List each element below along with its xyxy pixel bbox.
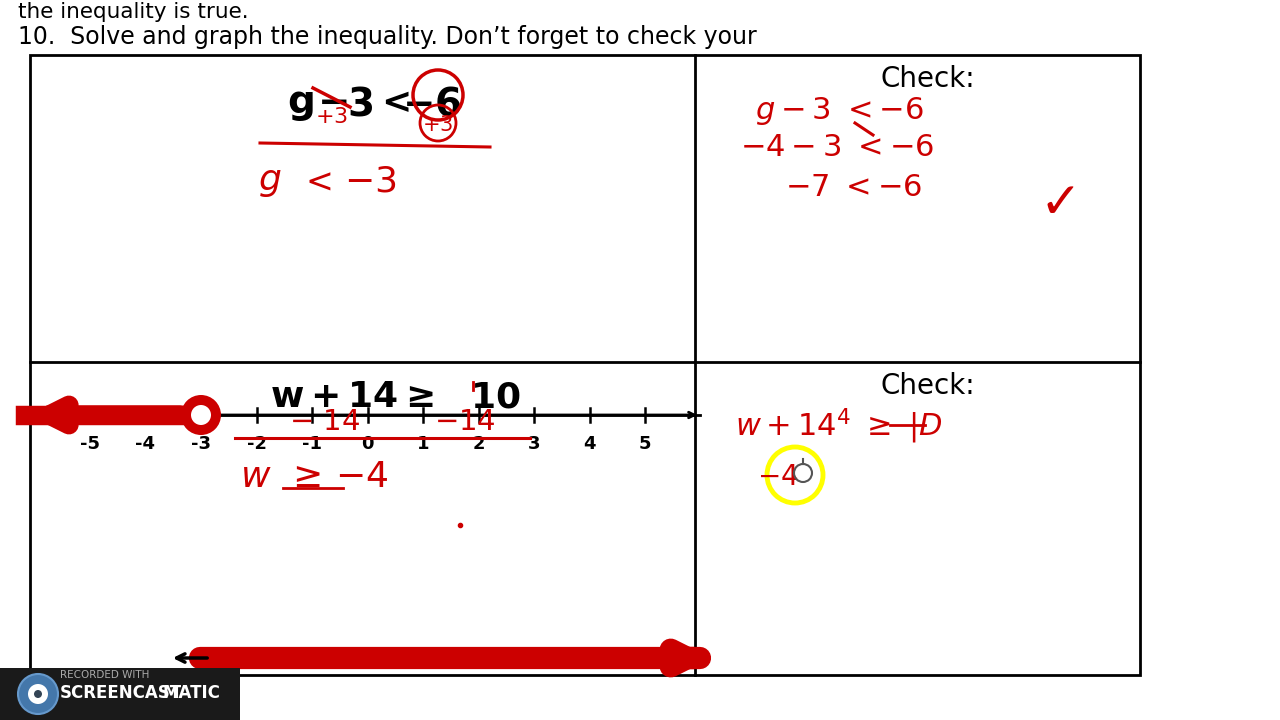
Text: $\mathit{-4}$: $\mathit{-4}$	[335, 460, 388, 494]
Text: -3: -3	[191, 435, 211, 453]
Text: Check:: Check:	[881, 65, 975, 93]
Text: $\mathit{+3}$: $\mathit{+3}$	[422, 115, 453, 135]
Bar	[29, 55, 1140, 675]
Text: -5: -5	[79, 435, 100, 453]
Text: $\mathit{+3}$: $\mathit{+3}$	[315, 107, 348, 127]
Text: ✓: ✓	[1039, 180, 1080, 228]
Circle shape	[35, 690, 42, 698]
Text: $\mathbf{10}$: $\mathbf{10}$	[470, 380, 521, 414]
Text: -4: -4	[136, 435, 155, 453]
Text: $\mathbf{g}$: $\mathbf{g}$	[287, 85, 314, 123]
Text: 5: 5	[639, 435, 652, 453]
Text: $\mathit{w+14^4\ \geq\ |D}$: $\mathit{w+14^4\ \geq\ |D}$	[735, 407, 942, 446]
Text: $-4-3\ <-6$: $-4-3\ <-6$	[740, 133, 934, 162]
Circle shape	[191, 405, 211, 425]
Text: 10.  Solve and graph the inequality. Don’t forget to check your: 10. Solve and graph the inequality. Don’…	[18, 25, 756, 49]
Text: $\mathbf{3}$: $\mathbf{3}$	[347, 85, 372, 123]
Text: $\mathit{-3}$: $\mathit{-3}$	[344, 165, 397, 199]
Circle shape	[18, 674, 58, 714]
Text: 0: 0	[361, 435, 374, 453]
Text: $\mathit{\geq}$: $\mathit{\geq}$	[285, 460, 320, 494]
Circle shape	[28, 684, 49, 704]
Text: Check:: Check:	[881, 372, 975, 400]
Text: 2: 2	[472, 435, 485, 453]
Text: SCREENCAST: SCREENCAST	[60, 684, 182, 702]
Text: $\mathit{-4}$: $\mathit{-4}$	[756, 463, 799, 491]
Text: $\mathit{<}$: $\mathit{<}$	[298, 165, 332, 198]
Text: $\mathbf{-}$: $\mathbf{-}$	[316, 83, 347, 121]
Text: -1: -1	[302, 435, 323, 453]
Circle shape	[180, 395, 221, 435]
Text: $\mathit{w}$: $\mathit{w}$	[241, 460, 271, 494]
Text: $\mathit{g}$: $\mathit{g}$	[259, 165, 282, 199]
Text: MATIC: MATIC	[163, 684, 221, 702]
Text: 1: 1	[417, 435, 429, 453]
Text: 3: 3	[527, 435, 540, 453]
Text: RECORDED WITH: RECORDED WITH	[60, 670, 150, 680]
Bar	[0, 668, 241, 720]
Text: $\mathbf{<}$: $\mathbf{<}$	[374, 85, 410, 119]
Text: $\mathit{-\ 14}$: $\mathit{-\ 14}$	[289, 408, 361, 436]
Text: the inequality is true.: the inequality is true.	[18, 2, 248, 22]
Text: $g-3\ <-6$: $g-3\ <-6$	[755, 95, 924, 127]
Text: $\mathbf{w + 14 \geq}$: $\mathbf{w + 14 \geq}$	[270, 380, 434, 414]
Text: 4: 4	[584, 435, 595, 453]
Text: $\mathit{-14}$: $\mathit{-14}$	[434, 408, 495, 436]
Text: $\mathbf{-6}$: $\mathbf{-6}$	[402, 85, 462, 123]
Text: $-7\ <-6$: $-7\ <-6$	[785, 173, 923, 202]
Text: -2: -2	[247, 435, 266, 453]
